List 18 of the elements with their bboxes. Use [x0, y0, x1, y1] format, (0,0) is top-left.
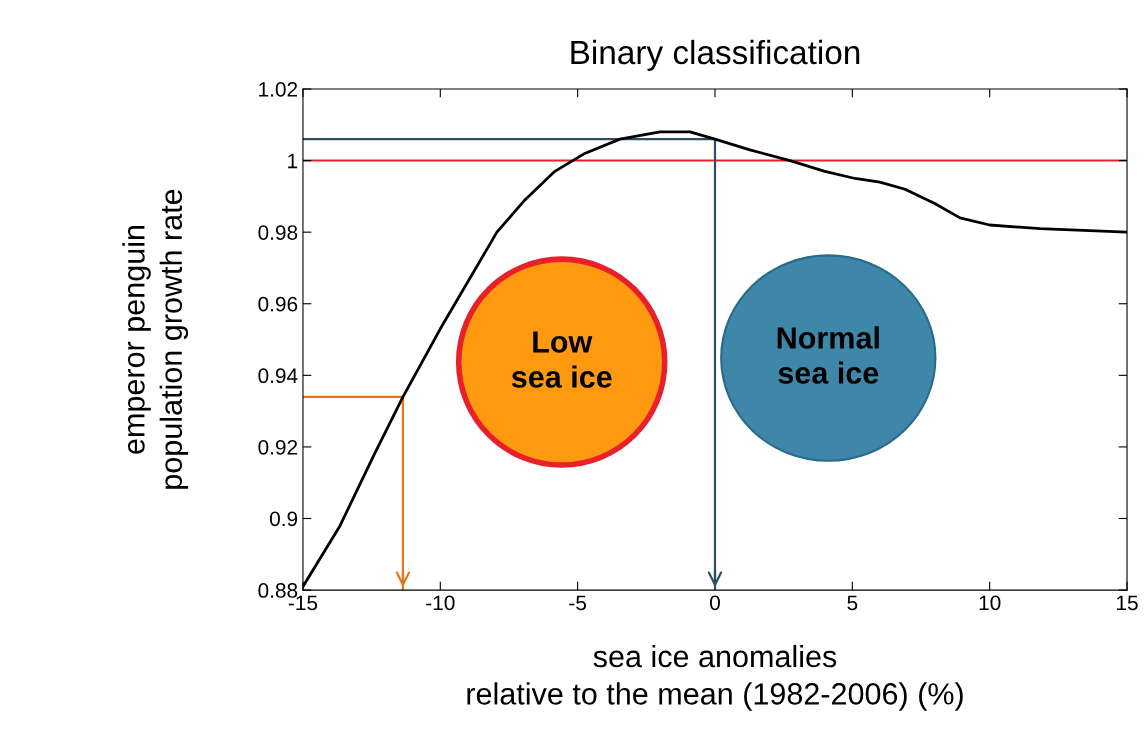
y-tick-label: 0.98: [258, 225, 298, 240]
chart-title: Binary classification: [571, 39, 860, 71]
y-tick-label: 1: [288, 153, 298, 169]
x-tick-label: 0: [710, 595, 720, 611]
y-tick-label: 1.02: [259, 82, 298, 97]
x-axis-title: sea ice anomalies relative to the mean (1982-2006) (%): [467, 644, 963, 711]
x-tick-label: -10: [426, 595, 455, 611]
y-tick-label: 0.92: [258, 439, 298, 455]
y-tick-label: 0.94: [258, 368, 298, 384]
annotation: Low sea ice: [511, 331, 612, 388]
y-axis-title: emperor penguin population growth rate: [122, 189, 189, 489]
y-tick-label: 0.9: [269, 511, 298, 527]
x-tick-label: 5: [847, 595, 858, 611]
x-tick-label: 15: [1117, 595, 1138, 611]
annotation: Normal sea ice: [777, 326, 879, 384]
y-tick-label: 0.96: [258, 296, 298, 312]
x-tick-label: -5: [569, 595, 587, 611]
x-tick-label: 10: [979, 595, 1001, 611]
